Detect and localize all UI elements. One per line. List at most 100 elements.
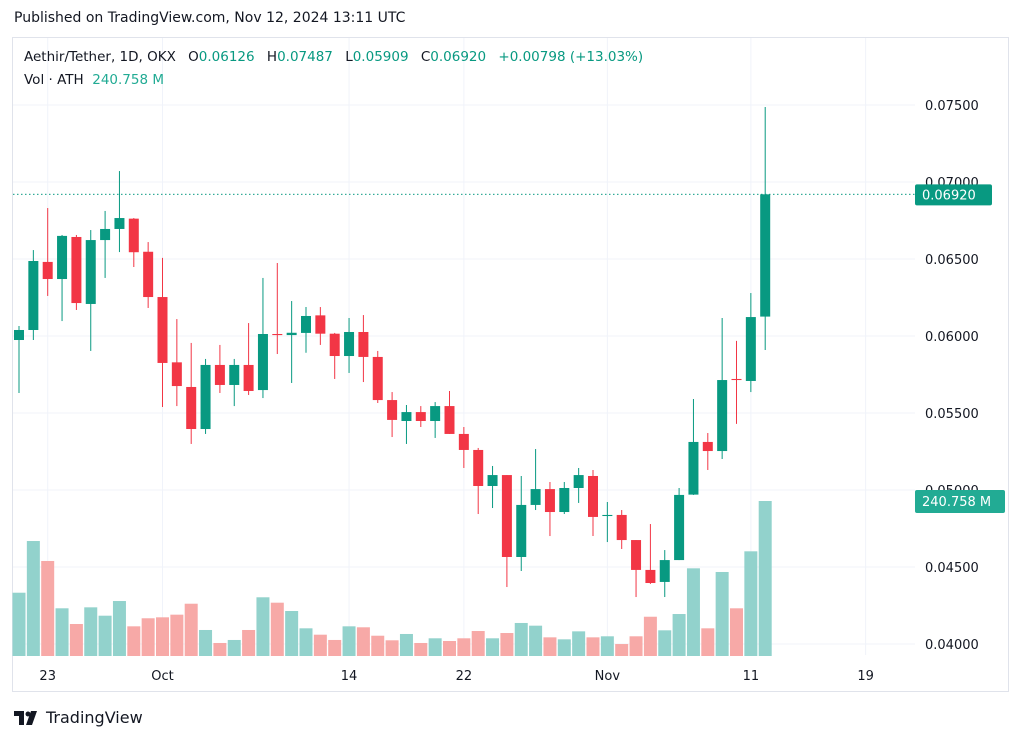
time-tick-label: 11 xyxy=(743,669,760,684)
volume-bar xyxy=(672,614,686,656)
symbol-legend: Aethir/Tether, 1D, OKX O0.06126 H0.07487… xyxy=(24,49,643,65)
time-tick-label: 14 xyxy=(341,669,358,684)
volume-bar xyxy=(41,560,55,656)
volume-bar xyxy=(686,568,700,656)
candle-body xyxy=(42,261,53,280)
candle-body xyxy=(530,489,541,505)
candle-body xyxy=(329,333,340,357)
volume-bar xyxy=(715,571,729,656)
volume-bar xyxy=(529,625,543,656)
time-tick-label: 23 xyxy=(39,669,56,684)
candle-body xyxy=(674,494,685,561)
volume-bar xyxy=(443,640,456,656)
volume-bar xyxy=(69,624,83,656)
volume-bar xyxy=(500,633,514,656)
candle-body xyxy=(702,441,713,452)
low-value: 0.05909 xyxy=(352,49,409,65)
volume-label[interactable]: Vol · ATH xyxy=(24,72,84,88)
tradingview-logo-icon xyxy=(14,710,37,725)
volume-bar xyxy=(328,639,342,656)
volume-bar xyxy=(156,617,169,656)
volume-bar xyxy=(600,636,614,656)
candle-body xyxy=(100,228,111,241)
volume-bar xyxy=(299,628,313,656)
candle-body xyxy=(14,329,24,341)
high-value: 0.07487 xyxy=(277,49,333,65)
candle-body xyxy=(157,297,168,363)
candle-body xyxy=(717,380,728,452)
candle-body xyxy=(143,251,154,298)
grid xyxy=(13,38,915,655)
brand-name: TradingView xyxy=(46,708,143,727)
candle-body xyxy=(516,504,527,557)
tradingview-logo[interactable]: TradingView xyxy=(14,708,143,727)
volume-bar xyxy=(658,630,672,656)
volume-bar xyxy=(285,610,299,656)
price-tick-label: 0.04000 xyxy=(925,638,979,653)
axes: 0.075000.070000.065000.060000.055000.050… xyxy=(13,99,1005,684)
candle-body xyxy=(602,514,613,517)
close-label: C xyxy=(420,49,431,65)
volume-bar xyxy=(342,626,356,656)
volume-bar xyxy=(356,627,370,656)
volume-bar xyxy=(227,639,241,656)
candle-body xyxy=(387,400,398,420)
open-label: O xyxy=(188,49,199,65)
volume-value: 240.758 M xyxy=(92,72,165,88)
candle-body xyxy=(487,475,498,486)
candle-body xyxy=(186,386,197,430)
candle-body xyxy=(85,240,96,304)
candle-body xyxy=(473,449,484,486)
candle-body xyxy=(344,331,355,357)
volume-legend: Vol · ATH 240.758 M xyxy=(24,72,164,88)
volume-bar xyxy=(184,603,198,656)
volume-bars xyxy=(12,501,772,656)
candle-body xyxy=(171,362,182,387)
volume-bar xyxy=(428,638,442,656)
candle-body xyxy=(243,364,254,391)
volume-bar xyxy=(730,608,743,656)
volume-bar xyxy=(127,626,141,656)
volume-bar xyxy=(313,634,327,656)
volume-bar xyxy=(112,601,126,656)
candle-body xyxy=(229,364,240,385)
volume-bar xyxy=(758,501,772,656)
volume-bar xyxy=(84,607,98,656)
last-price-label: 0.06920 xyxy=(922,188,976,203)
volume-bar xyxy=(543,637,557,656)
candle-body xyxy=(28,261,39,330)
open-value: 0.06126 xyxy=(198,49,255,65)
volume-bar xyxy=(385,640,399,656)
candle-body xyxy=(645,569,656,584)
candle-body xyxy=(659,560,670,582)
volume-bar xyxy=(26,541,40,656)
volume-bar xyxy=(701,628,715,656)
volume-badge xyxy=(915,490,1005,513)
high-label: H xyxy=(266,49,278,65)
candle-body xyxy=(71,236,82,304)
time-tick-label: Oct xyxy=(151,669,173,684)
volume-bar xyxy=(199,629,213,656)
candle-body xyxy=(57,235,68,280)
price-tick-label: 0.06000 xyxy=(925,330,979,345)
volume-bar xyxy=(471,631,485,656)
published-caption: Published on TradingView.com, Nov 12, 20… xyxy=(14,10,406,26)
candle-body xyxy=(544,489,555,513)
chart-frame[interactable] xyxy=(12,37,1009,692)
candle-body xyxy=(458,433,469,450)
volume-bar xyxy=(457,638,471,656)
candle-body xyxy=(501,475,512,557)
time-tick-label: 22 xyxy=(456,669,473,684)
candle-body xyxy=(430,406,441,422)
volume-bar xyxy=(643,616,657,656)
change-value: +0.00798 (+13.03%) xyxy=(498,49,644,65)
symbol-name[interactable]: Aethir/Tether, 1D, OKX xyxy=(24,49,176,65)
candle-body xyxy=(573,475,584,488)
volume-bar xyxy=(270,602,284,656)
volume-bar xyxy=(399,633,413,656)
volume-bar xyxy=(414,642,428,656)
volume-bar xyxy=(242,629,256,656)
candle-body xyxy=(315,315,326,334)
candle-body xyxy=(257,333,268,391)
